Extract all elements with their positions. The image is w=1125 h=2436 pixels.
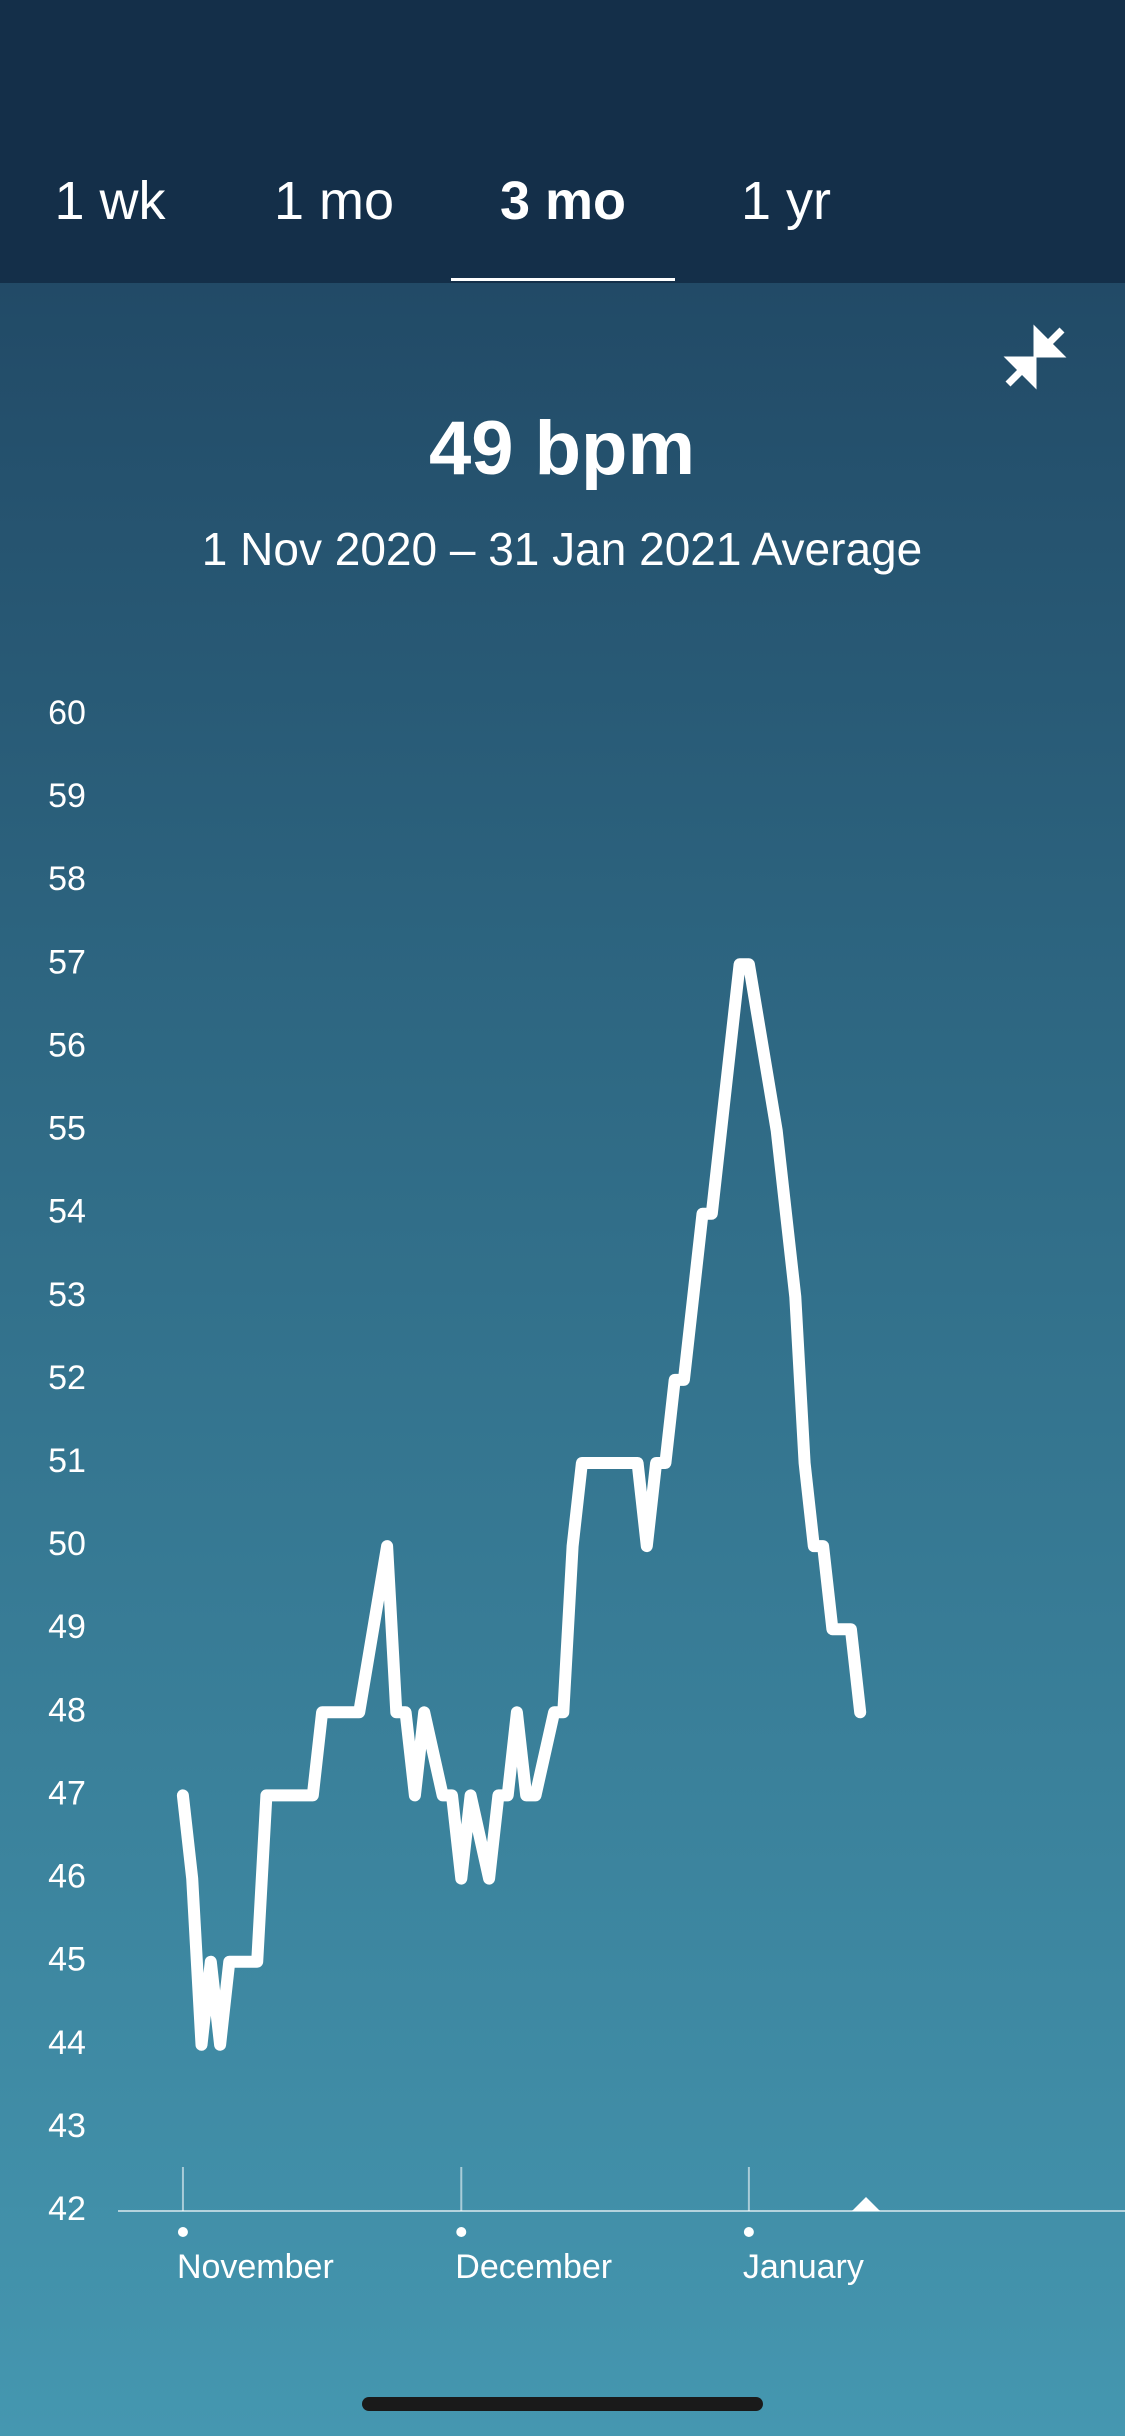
y-tick-label: 58	[48, 860, 86, 898]
y-tick-label: 54	[48, 1193, 86, 1231]
collapse-arrow-head	[1033, 324, 1067, 358]
chart-title: 49 bpm	[429, 406, 695, 491]
range-tabs: 1 wk 1 mo 3 mo 1 yr	[0, 160, 1125, 283]
x-tick-dot	[456, 2227, 467, 2237]
y-tick-label: 57	[48, 943, 86, 981]
x-tick-label: December	[455, 2248, 612, 2286]
heart-rate-line	[176, 958, 867, 2051]
x-tick-dot	[743, 2227, 754, 2237]
range-tab[interactable]: 1 mo	[273, 171, 395, 231]
y-tick-label: 44	[48, 2024, 86, 2062]
home-indicator	[362, 2397, 763, 2411]
y-tick-label: 55	[48, 1110, 86, 1148]
y-tick-label: 49	[48, 1608, 86, 1646]
tab-underline	[451, 278, 675, 281]
y-tick-label: 45	[48, 1941, 86, 1979]
chart-subtitle: 1 Nov 2020 – 31 Jan 2021 Average	[202, 523, 922, 575]
range-tab[interactable]: 1 wk	[54, 171, 166, 231]
y-tick-label: 43	[48, 2107, 86, 2145]
y-tick-label: 50	[48, 1525, 86, 1563]
y-tick-label: 48	[48, 1691, 86, 1729]
x-tick-dot	[177, 2227, 188, 2237]
range-bar	[0, 0, 1125, 283]
today-marker	[852, 2197, 880, 2211]
y-tick-label: 52	[48, 1359, 86, 1397]
y-tick-label: 56	[48, 1026, 86, 1064]
range-tab[interactable]: 3 mo	[499, 171, 627, 231]
y-tick-label: 46	[48, 1858, 86, 1896]
x-tick-label: January	[743, 2248, 864, 2286]
y-tick-label: 59	[48, 777, 86, 815]
y-tick-label: 47	[48, 1774, 86, 1812]
collapse-icon[interactable]	[1003, 324, 1067, 390]
y-tick-label: 51	[48, 1442, 86, 1480]
collapse-arrow-head	[1003, 356, 1037, 390]
y-tick-label: 42	[48, 2190, 86, 2228]
y-tick-label: 60	[48, 694, 86, 732]
y-tick-label: 53	[48, 1276, 86, 1314]
range-tab[interactable]: 1 yr	[740, 171, 832, 231]
x-tick-label: November	[177, 2248, 334, 2286]
